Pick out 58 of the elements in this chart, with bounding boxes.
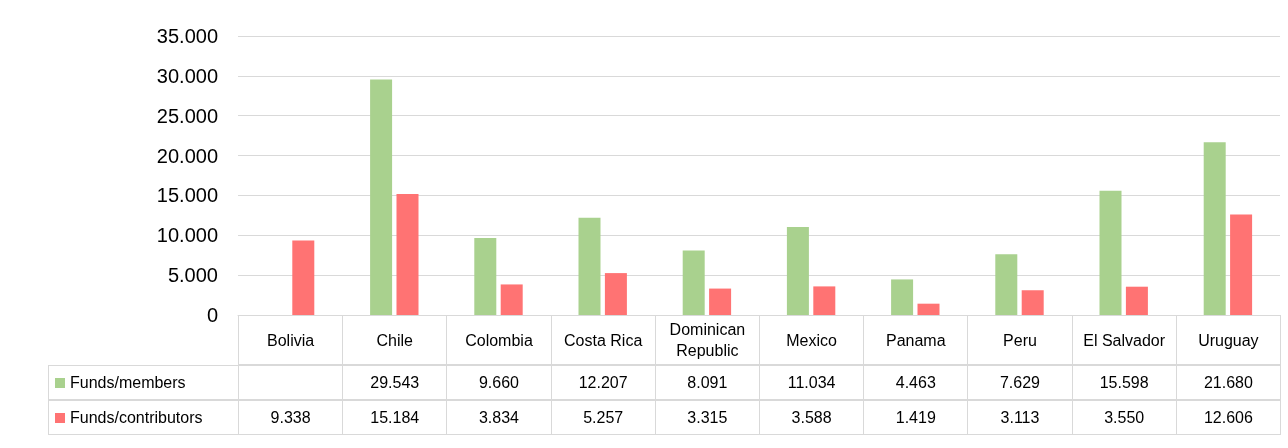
data-label: 3.834 bbox=[446, 400, 552, 435]
x-tick-label: El Salvador bbox=[1071, 315, 1177, 365]
bar bbox=[813, 286, 836, 315]
data-label: 3.113 bbox=[967, 400, 1073, 435]
legend-label: Funds/members bbox=[48, 365, 239, 400]
bar bbox=[578, 217, 601, 315]
bar bbox=[995, 254, 1018, 315]
bar bbox=[1021, 290, 1044, 315]
x-tick-label: Bolivia bbox=[238, 315, 344, 365]
data-label: 12.606 bbox=[1175, 400, 1281, 435]
bar bbox=[1203, 142, 1226, 315]
legend-label: Funds/contributors bbox=[48, 400, 239, 435]
y-tick-label: 10.000 bbox=[156, 224, 218, 247]
data-label: 12.207 bbox=[550, 365, 656, 400]
data-label: 3.315 bbox=[654, 400, 760, 435]
data-label: 7.629 bbox=[967, 365, 1073, 400]
x-tick-label: Chile bbox=[342, 315, 448, 365]
data-label: 15.184 bbox=[342, 400, 448, 435]
bar bbox=[891, 279, 914, 315]
data-label: 29.543 bbox=[342, 365, 448, 400]
bar bbox=[370, 79, 393, 315]
y-tick-label: 20.000 bbox=[156, 144, 218, 167]
x-tick-label: Costa Rica bbox=[550, 315, 656, 365]
data-label: 21.680 bbox=[1175, 365, 1281, 400]
bar bbox=[292, 240, 315, 315]
bar bbox=[709, 288, 732, 315]
x-tick-label: Colombia bbox=[446, 315, 552, 365]
bar bbox=[500, 284, 523, 315]
bar bbox=[682, 250, 705, 315]
data-label: 9.660 bbox=[446, 365, 552, 400]
y-tick-label: 0 bbox=[206, 304, 218, 326]
data-label: 3.588 bbox=[759, 400, 865, 435]
y-tick-label: 30.000 bbox=[156, 64, 218, 87]
bar bbox=[604, 273, 627, 315]
data-label: 8.091 bbox=[654, 365, 760, 400]
bar bbox=[786, 227, 809, 315]
data-label: 4.463 bbox=[863, 365, 969, 400]
x-tick-label: Peru bbox=[967, 315, 1073, 365]
x-tick-label: Mexico bbox=[759, 315, 865, 365]
bar bbox=[474, 238, 497, 315]
x-tick-label: Panama bbox=[863, 315, 969, 365]
bar bbox=[917, 303, 940, 315]
y-tick-label: 5.000 bbox=[167, 264, 218, 287]
x-tick-label: Dominican Republic bbox=[654, 315, 760, 365]
data-label: 9.338 bbox=[238, 400, 344, 435]
bar bbox=[1099, 190, 1122, 315]
data-label: 11.034 bbox=[759, 365, 865, 400]
data-label: 5.257 bbox=[550, 400, 656, 435]
bar bbox=[396, 193, 419, 315]
bar bbox=[1230, 214, 1253, 315]
y-tick-label: 35.000 bbox=[156, 25, 218, 47]
data-label: 3.550 bbox=[1071, 400, 1177, 435]
data-label: 1.419 bbox=[863, 400, 969, 435]
y-tick-label: 25.000 bbox=[156, 104, 218, 127]
x-tick-label: Uruguay bbox=[1175, 315, 1281, 365]
bar bbox=[1125, 286, 1148, 315]
data-label: 15.598 bbox=[1071, 365, 1177, 400]
y-tick-label: 15.000 bbox=[156, 184, 218, 207]
